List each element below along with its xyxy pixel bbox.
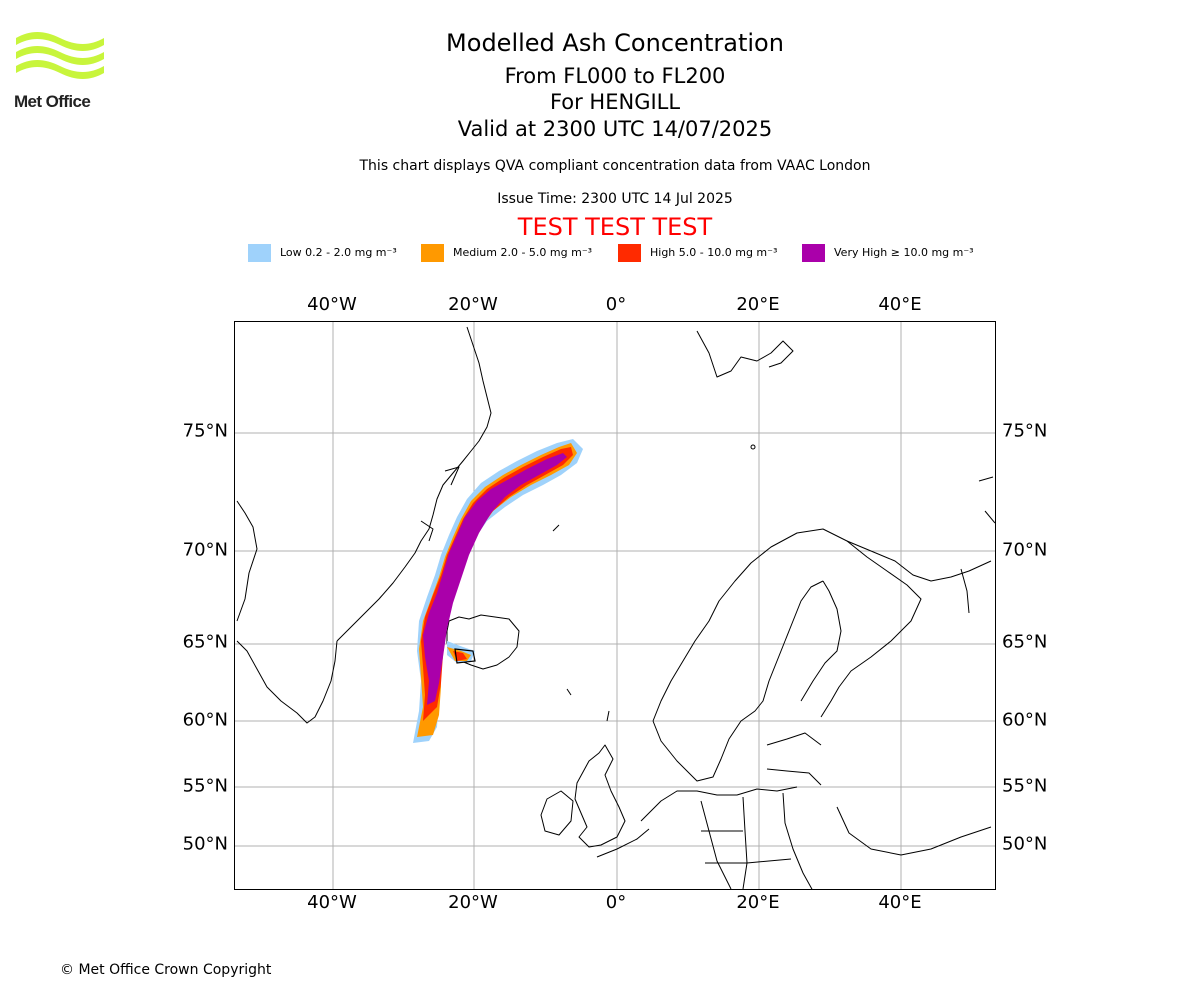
data-source-note: This chart displays QVA compliant concen… — [359, 158, 871, 174]
test-banner: TEST TEST TEST — [517, 213, 713, 241]
legend-label-medium: Medium 2.0 - 5.0 mg m⁻³ — [453, 246, 593, 259]
lat-tick-left-50n: 50°N — [182, 833, 228, 855]
met-office-wave-icon — [16, 32, 104, 79]
lat-tick-left-70n: 70°N — [182, 539, 228, 561]
flight-level-range: From FL000 to FL200 — [504, 64, 726, 88]
lon-tick-bottom-40e: 40°E — [878, 892, 922, 913]
met-office-logo: Met Office — [14, 30, 110, 114]
lon-tick-top-40e: 40°E — [878, 294, 922, 315]
lat-tick-left-55n: 55°N — [182, 775, 228, 797]
copyright-notice: © Met Office Crown Copyright — [60, 962, 272, 978]
legend-label-high: High 5.0 - 10.0 mg m⁻³ — [650, 246, 778, 259]
legend-swatch-medium — [421, 244, 444, 262]
lon-tick-top-20e: 20°E — [736, 294, 780, 315]
chart-title: Modelled Ash Concentration — [446, 29, 784, 57]
lon-tick-top-20w: 20°W — [448, 294, 498, 315]
coastlines — [236, 326, 995, 889]
lon-tick-bottom-0: 0° — [605, 892, 627, 913]
ash-concentration-map — [234, 321, 996, 890]
legend-swatch-low — [248, 244, 271, 262]
source-region-outline — [454, 648, 476, 664]
lon-tick-top-40w: 40°W — [307, 294, 357, 315]
legend-swatch-very-high — [802, 244, 825, 262]
valid-time: Valid at 2300 UTC 14/07/2025 — [457, 117, 773, 141]
lat-tick-left-60n: 60°N — [182, 709, 228, 731]
lat-tick-right-60n: 60°N — [1002, 709, 1048, 731]
location-label: For HENGILL — [549, 90, 681, 114]
lat-tick-left-65n: 65°N — [182, 631, 228, 653]
lon-tick-bottom-20e: 20°E — [736, 892, 780, 913]
ash-very-high — [423, 453, 567, 705]
lat-tick-right-70n: 70°N — [1002, 539, 1048, 561]
lon-tick-top-0: 0° — [605, 294, 627, 315]
logo-text: Met Office — [14, 92, 91, 111]
lat-tick-right-50n: 50°N — [1002, 833, 1048, 855]
issue-time: Issue Time: 2300 UTC 14 Jul 2025 — [497, 191, 733, 207]
legend-swatch-high — [618, 244, 641, 262]
legend-label-low: Low 0.2 - 2.0 mg m⁻³ — [280, 246, 397, 259]
lon-tick-bottom-40w: 40°W — [307, 892, 357, 913]
map-gridlines — [235, 322, 995, 889]
lat-tick-right-55n: 55°N — [1002, 775, 1048, 797]
lon-tick-bottom-20w: 20°W — [448, 892, 498, 913]
ash-cloud — [413, 439, 583, 743]
map-canvas — [235, 322, 995, 889]
lat-tick-left-75n: 75°N — [182, 420, 228, 442]
lat-tick-right-65n: 65°N — [1002, 631, 1048, 653]
legend-label-very-high: Very High ≥ 10.0 mg m⁻³ — [834, 246, 974, 259]
lat-tick-right-75n: 75°N — [1002, 420, 1048, 442]
